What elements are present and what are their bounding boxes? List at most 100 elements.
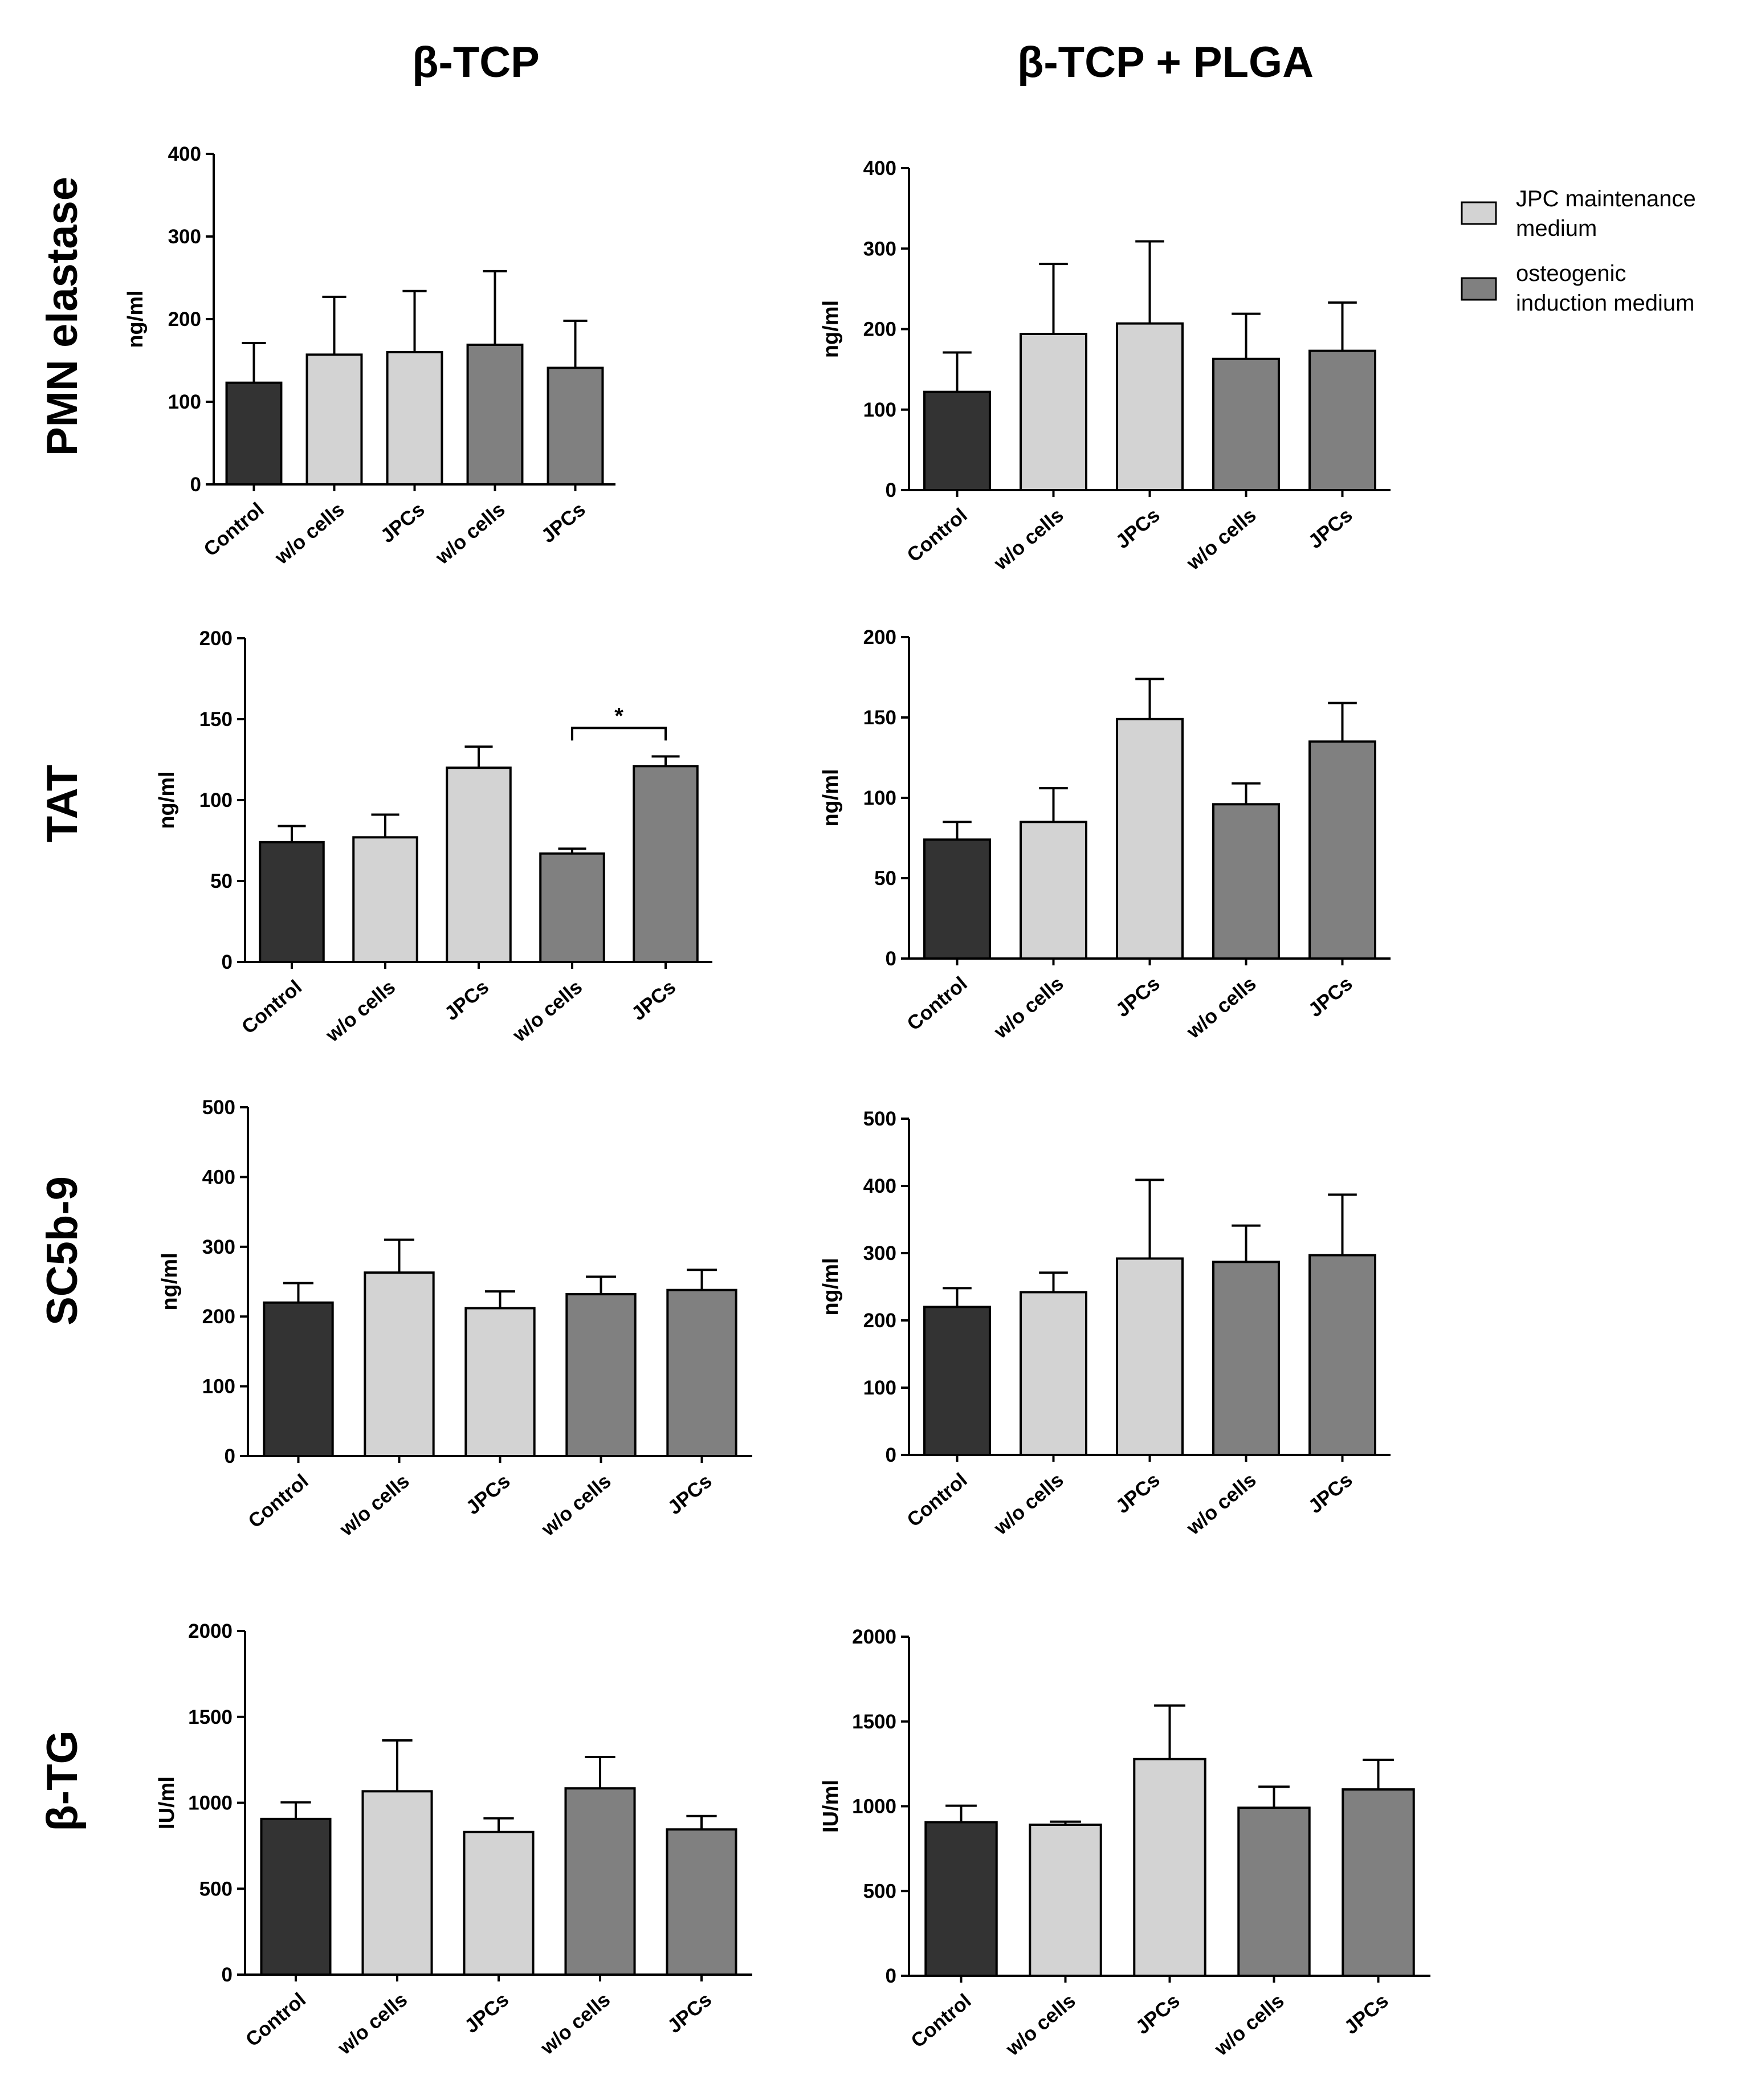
y-tick-label: 400 bbox=[863, 157, 896, 180]
y-tick-label: 50 bbox=[210, 870, 233, 892]
bar bbox=[364, 1271, 435, 1457]
y-tick-label: 300 bbox=[863, 238, 896, 260]
bar bbox=[1308, 1254, 1376, 1457]
significance-bracket bbox=[571, 727, 667, 741]
chart-pmn-btcp: Control w/o cells JPCs w/o cells JPCs0100200… bbox=[124, 143, 615, 569]
chart-pmn-plga: Control w/o cells JPCs w/o cells JPCs 0 100 200… bbox=[819, 157, 1391, 575]
y-axis-label: IU/ml bbox=[819, 1780, 843, 1833]
y-tick-label: 50 bbox=[874, 867, 896, 890]
bar bbox=[464, 1307, 536, 1457]
y-tick-label: 100 bbox=[202, 1376, 235, 1398]
y-tick-label: 400 bbox=[202, 1166, 235, 1188]
y-axis-label: ng/ml bbox=[819, 769, 843, 826]
y-tick-label: 0 bbox=[222, 951, 233, 973]
y-axis-label: IU/ml bbox=[155, 1776, 179, 1829]
legend-label-jpc-maintenance-line1: JPC maintenance bbox=[1516, 186, 1696, 211]
bar bbox=[633, 765, 699, 963]
bar bbox=[923, 838, 991, 960]
bar bbox=[666, 1828, 737, 1976]
bar bbox=[1116, 1257, 1184, 1456]
y-tick-label: 100 bbox=[863, 1377, 896, 1399]
y-tick-label: 500 bbox=[199, 1878, 233, 1900]
x-tick-label: JPCs bbox=[460, 1988, 513, 2037]
bar bbox=[565, 1293, 637, 1457]
y-axis-label: ng/ml bbox=[158, 1253, 182, 1310]
x-tick-label: w/o cells bbox=[335, 1470, 414, 1540]
bar bbox=[1308, 740, 1376, 960]
x-tick-label: Control bbox=[238, 976, 306, 1038]
bar bbox=[1212, 357, 1280, 492]
y-tick-label: 300 bbox=[168, 226, 201, 248]
x-tick-label: w/o cells bbox=[536, 1988, 615, 2059]
bar bbox=[1116, 322, 1184, 491]
chart-sc5b9-plga: Control w/o cells JPCs w/o cells JPCs 0 100 200… bbox=[819, 1108, 1391, 1540]
bar bbox=[446, 766, 512, 963]
significance-label: * bbox=[614, 703, 623, 728]
bar bbox=[923, 390, 991, 491]
y-axis-label: ng/ml bbox=[124, 290, 148, 348]
x-tick-label: JPCs bbox=[1111, 504, 1164, 553]
x-tick-label: JPCs bbox=[376, 498, 429, 547]
bar bbox=[666, 1288, 737, 1457]
y-tick-label: 100 bbox=[863, 787, 896, 809]
x-tick-label: JPCs bbox=[1304, 1469, 1356, 1518]
y-tick-label: 1000 bbox=[852, 1796, 896, 1818]
bar bbox=[539, 852, 605, 963]
bar bbox=[923, 1306, 991, 1456]
y-tick-label: 500 bbox=[863, 1880, 896, 1902]
x-tick-label: Control bbox=[903, 1469, 971, 1531]
column-title-btcp: β-TCP bbox=[412, 38, 540, 87]
y-tick-label: 1000 bbox=[188, 1792, 233, 1814]
x-tick-label: JPCs bbox=[1111, 972, 1164, 1021]
chart-btg-btcp: Control w/o cells JPCs w/o cells JPCs 0 500 100… bbox=[155, 1620, 752, 2060]
y-tick-label: 0 bbox=[225, 1445, 235, 1467]
x-tick-label: Control bbox=[903, 972, 971, 1035]
bar bbox=[1237, 1807, 1311, 1977]
column-title-btcp-plga: β-TCP + PLGA bbox=[1017, 38, 1314, 87]
x-tick-label: JPCs bbox=[627, 976, 680, 1025]
y-tick-label: 2000 bbox=[188, 1620, 233, 1642]
y-tick-label: 400 bbox=[168, 143, 201, 165]
y-tick-label: 300 bbox=[863, 1242, 896, 1265]
x-tick-label: w/o cells bbox=[989, 1469, 1068, 1539]
bar bbox=[352, 836, 418, 963]
legend-label-jpc-maintenance-line2: medium bbox=[1516, 216, 1597, 241]
y-axis-label: ng/ml bbox=[819, 300, 843, 358]
y-tick-label: 400 bbox=[863, 1175, 896, 1197]
bar bbox=[1029, 1823, 1102, 1977]
y-tick-label: 300 bbox=[202, 1236, 235, 1258]
y-tick-label: 500 bbox=[202, 1096, 235, 1119]
bar bbox=[463, 1830, 535, 1976]
x-tick-label: JPCs bbox=[1304, 504, 1356, 553]
x-tick-label: JPCs bbox=[441, 976, 493, 1025]
bar bbox=[1133, 1758, 1206, 1977]
y-axis-label: ng/ml bbox=[155, 771, 179, 829]
bar bbox=[305, 353, 363, 486]
x-tick-label: w/o cells bbox=[989, 972, 1068, 1043]
x-tick-label: JPCs bbox=[663, 1988, 716, 2037]
bar bbox=[564, 1787, 636, 1976]
bar bbox=[547, 366, 604, 486]
y-tick-label: 200 bbox=[863, 1310, 896, 1332]
row-title-pmn-elastase: PMN elastase bbox=[38, 177, 87, 456]
x-tick-label: w/o cells bbox=[508, 976, 587, 1046]
charts: Control w/o cells JPCs w/o cells JPCs0100200… bbox=[124, 143, 1430, 2061]
y-tick-label: 100 bbox=[863, 399, 896, 421]
chart-sc5b9-btcp: Control w/o cells JPCs w/o cells JPCs 0 100 200… bbox=[158, 1096, 752, 1541]
bar bbox=[1020, 1291, 1087, 1456]
x-tick-label: w/o cells bbox=[431, 498, 509, 569]
y-tick-label: 200 bbox=[863, 319, 896, 341]
bar bbox=[1212, 1261, 1280, 1457]
x-tick-label: JPCs bbox=[462, 1470, 514, 1519]
row-title-tat: TAT bbox=[38, 765, 87, 842]
bar bbox=[1116, 717, 1184, 960]
y-tick-label: 200 bbox=[199, 627, 233, 650]
bar bbox=[466, 343, 524, 486]
y-tick-label: 150 bbox=[863, 707, 896, 729]
y-tick-label: 0 bbox=[886, 1965, 896, 1987]
y-tick-label: 0 bbox=[886, 1444, 896, 1466]
y-tick-label: 100 bbox=[168, 391, 201, 413]
y-tick-label: 200 bbox=[863, 626, 896, 649]
legend-label-osteogenic-line2: induction medium bbox=[1516, 291, 1695, 316]
